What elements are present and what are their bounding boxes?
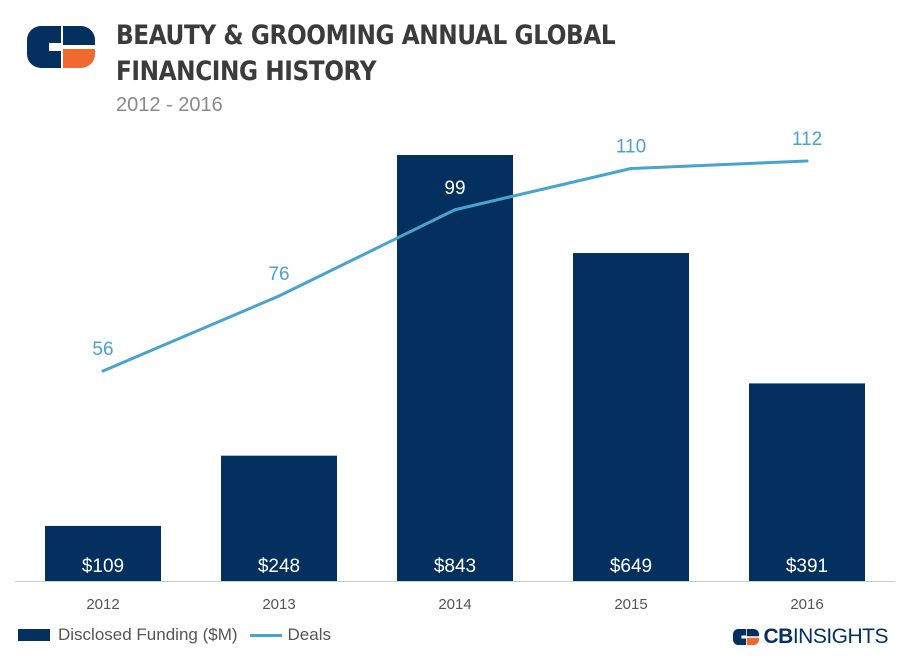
bar-label-2012: $109 — [82, 556, 124, 577]
deals-point-2015 — [629, 167, 633, 170]
deals-label-2013: 76 — [268, 264, 289, 285]
brand-footer: CBINSIGHTS — [733, 625, 889, 649]
bar-2014 — [397, 155, 513, 581]
bar-label-2014: $843 — [434, 556, 476, 577]
x-tick-2012: 2012 — [86, 596, 119, 613]
x-tick-2014: 2014 — [438, 596, 471, 613]
bar-2013 — [221, 455, 337, 581]
bar-label-2016: $391 — [786, 556, 828, 577]
legend-line-swatch — [249, 633, 282, 637]
deals-point-2013 — [277, 294, 281, 298]
brand-text-bold: CB — [763, 625, 793, 648]
cb-insights-logo — [27, 26, 95, 68]
deals-label-2014: 99 — [444, 178, 465, 199]
chart-subtitle: 2012 - 2016 — [116, 94, 223, 116]
bar-label-2015: $649 — [610, 556, 652, 577]
legend: Disclosed Funding ($M) Deals — [18, 623, 331, 647]
bar-label-2013: $248 — [258, 556, 300, 577]
brand-text: CBINSIGHTS — [763, 625, 888, 649]
chart-title: BEAUTY & GROOMING ANNUAL GLOBAL FINANCIN… — [116, 20, 616, 87]
deals-point-2014 — [453, 208, 457, 212]
brand-text-light: INSIGHTS — [792, 625, 889, 648]
deals-label-2015: 110 — [616, 137, 646, 158]
cb-insights-mark-icon — [733, 628, 760, 646]
bar-2012 — [45, 525, 161, 581]
bar-2015 — [573, 253, 689, 581]
deals-label-2012: 56 — [92, 339, 113, 360]
x-tick-2013: 2013 — [262, 596, 295, 613]
x-tick-2015: 2015 — [614, 596, 647, 613]
deals-point-2012 — [101, 369, 105, 373]
deals-label-2016: 112 — [792, 129, 822, 150]
bar-2016 — [749, 383, 865, 581]
legend-deals-label: Deals — [287, 625, 331, 644]
legend-funding-label: Disclosed Funding ($M) — [58, 625, 238, 644]
legend-bar-swatch — [18, 629, 50, 641]
x-tick-2016: 2016 — [790, 596, 823, 613]
deals-point-2016 — [805, 159, 809, 163]
